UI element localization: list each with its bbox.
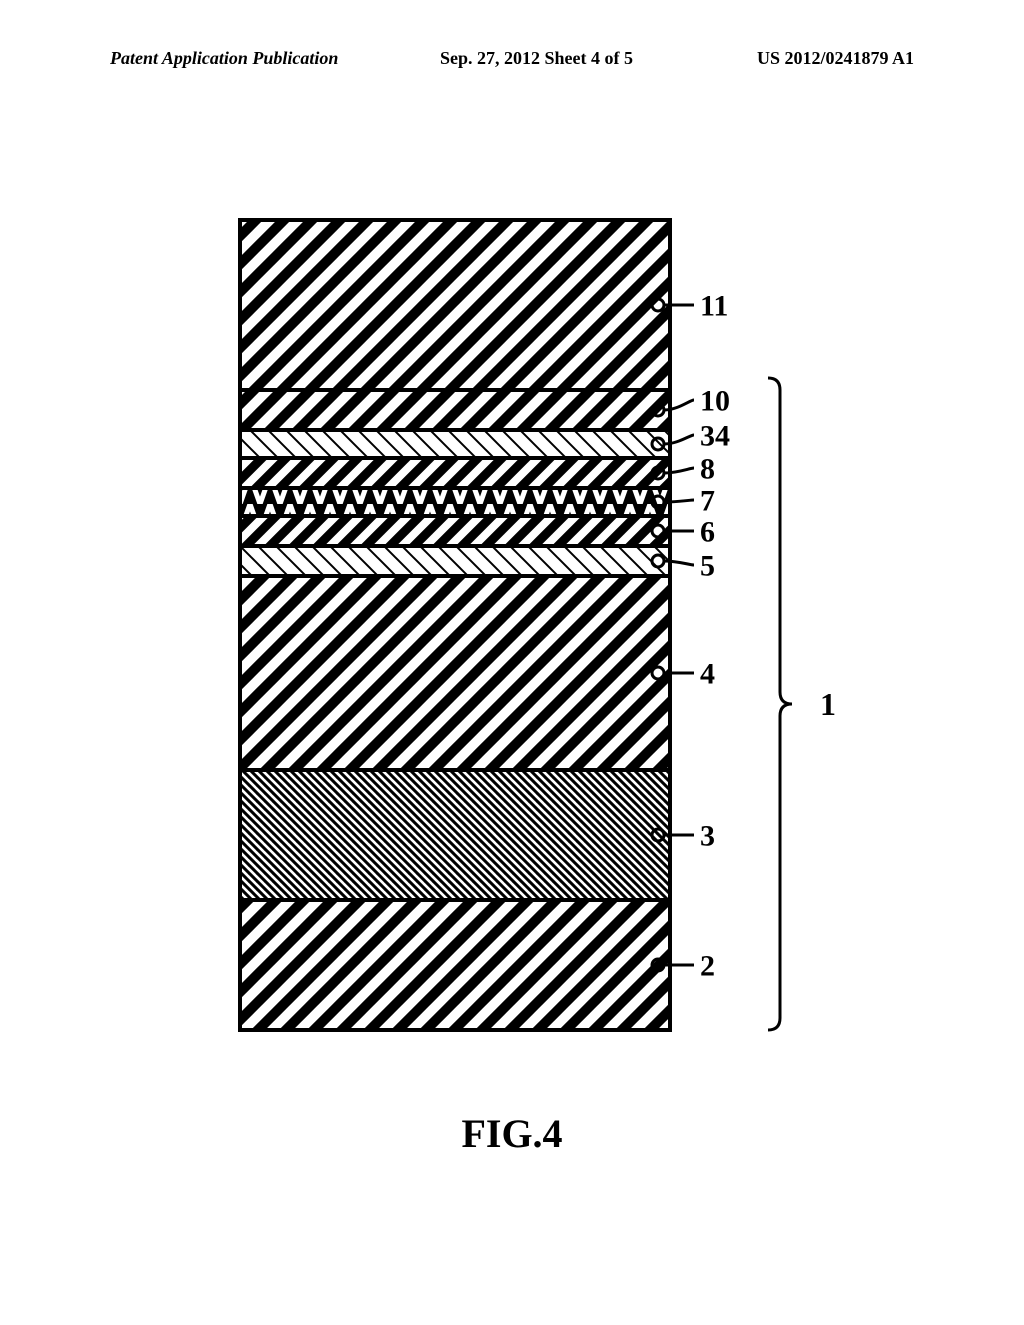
figure-caption: FIG.4: [0, 1110, 1024, 1157]
figure-area: 11 10348765 4 3 2 1 FIG.4: [0, 0, 1024, 1320]
layer-label-7: 7: [700, 485, 715, 518]
layer-10: [240, 390, 670, 430]
layer-label-5: 5: [700, 550, 715, 583]
layer-8: [240, 458, 670, 488]
layer-label-4: 4: [700, 658, 715, 691]
layer-label-3: 3: [700, 820, 715, 853]
layer-11: [240, 220, 670, 390]
layer-5: [240, 546, 670, 576]
layer-label-2: 2: [700, 950, 715, 983]
layer-4: [240, 576, 670, 770]
layer-7: [240, 488, 670, 516]
layer-label-8: 8: [700, 453, 715, 486]
layer-label-11: 11: [700, 290, 728, 323]
layer-label-10: 10: [700, 385, 730, 418]
layer-34: [240, 430, 670, 458]
layer-label-6: 6: [700, 516, 715, 549]
layer-3: [240, 770, 670, 900]
group-label-1: 1: [820, 686, 836, 722]
layer-6: [240, 516, 670, 546]
layer-label-34: 34: [700, 420, 730, 453]
layer-2: [240, 900, 670, 1030]
group-bracket: [768, 378, 792, 1030]
